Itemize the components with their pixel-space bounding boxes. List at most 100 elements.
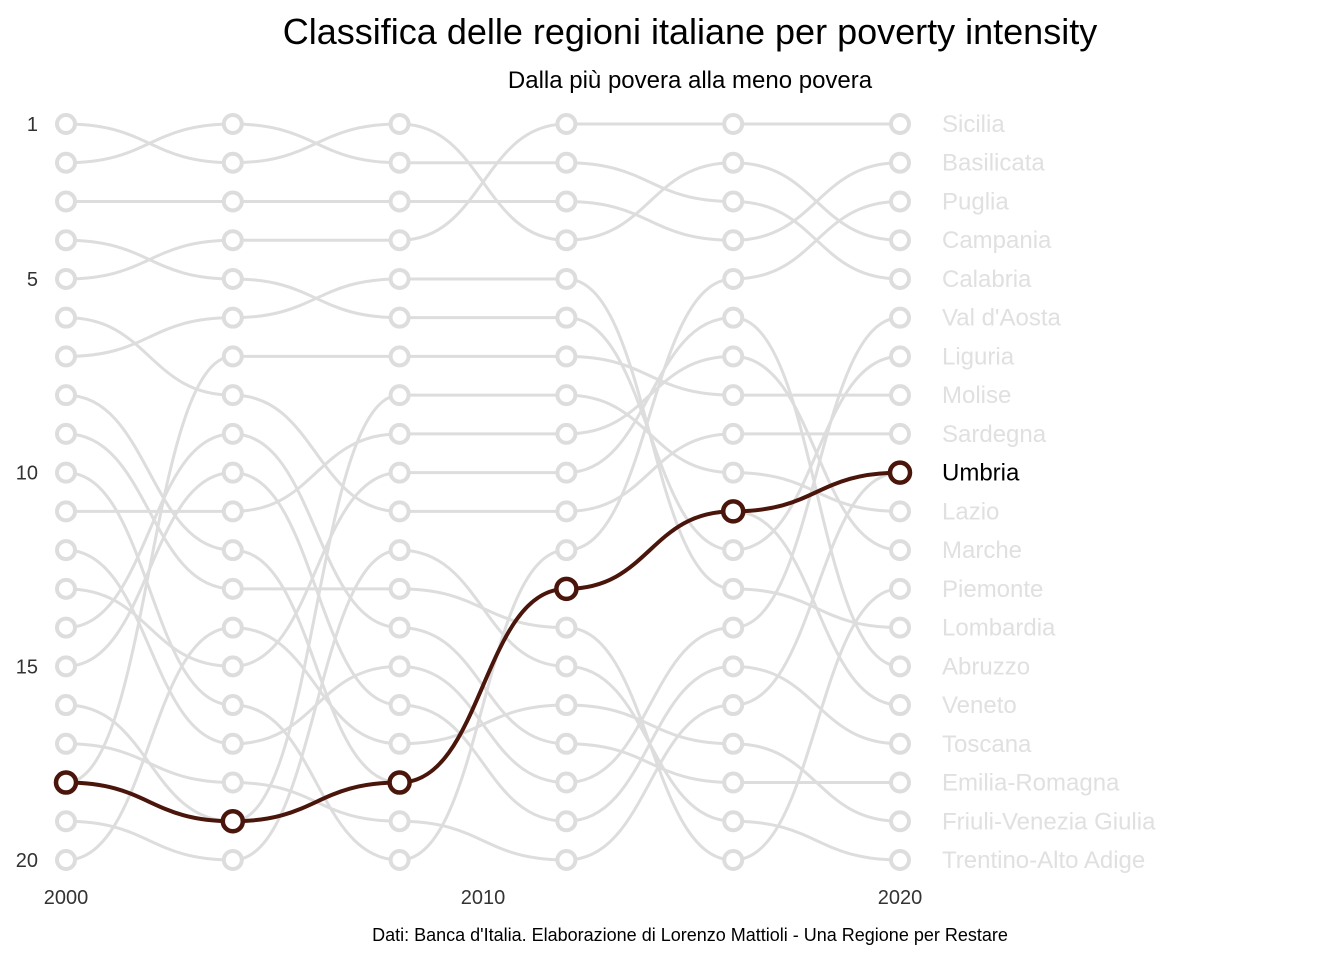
rank-point bbox=[55, 849, 77, 871]
rank-point bbox=[889, 500, 911, 523]
rank-point bbox=[722, 384, 745, 407]
rank-point bbox=[555, 849, 578, 871]
rank-point bbox=[722, 810, 745, 833]
rank-point bbox=[388, 151, 411, 174]
highlight-point bbox=[387, 770, 412, 795]
rank-line-segment bbox=[65, 819, 233, 862]
rank-point bbox=[722, 616, 745, 639]
rank-line-segment bbox=[566, 703, 734, 862]
rank-point bbox=[889, 849, 911, 871]
rank-line-segment bbox=[232, 703, 400, 862]
rank-line-segment bbox=[65, 471, 233, 707]
rank-line-segment bbox=[65, 393, 233, 552]
rank-line-segment bbox=[733, 316, 901, 630]
rank-point bbox=[555, 345, 578, 368]
rank-line-segment bbox=[399, 548, 567, 862]
rank-line-segment bbox=[399, 587, 567, 630]
region-label: Emilia-Romagna bbox=[942, 770, 1120, 797]
rank-point bbox=[221, 461, 244, 484]
region-label: Trentino-Alto Adige bbox=[942, 847, 1145, 874]
rank-point bbox=[221, 577, 244, 600]
rank-point bbox=[889, 113, 911, 135]
rank-line-segment bbox=[733, 161, 901, 242]
rank-point bbox=[55, 190, 77, 213]
region-label: Abruzzo bbox=[942, 653, 1030, 680]
region-label: Liguria bbox=[942, 343, 1015, 370]
rank-line-segment bbox=[65, 122, 233, 165]
rank-point bbox=[889, 655, 911, 678]
chart-caption: Dati: Banca d'Italia. Elaborazione di Lo… bbox=[372, 925, 1008, 945]
rank-point bbox=[221, 849, 244, 871]
rank-line-segment bbox=[65, 626, 233, 862]
rank-point bbox=[55, 151, 77, 174]
rank-point bbox=[555, 151, 578, 174]
region-label: Sicilia bbox=[942, 111, 1005, 138]
rank-line-segment bbox=[65, 354, 233, 785]
rank-point bbox=[388, 190, 411, 213]
rank-line-segment bbox=[65, 587, 233, 668]
rank-line-segment bbox=[232, 432, 400, 513]
rank-line-segment bbox=[566, 664, 734, 823]
rank-point bbox=[388, 384, 411, 407]
rank-point bbox=[55, 461, 77, 484]
rank-point bbox=[388, 267, 411, 290]
rank-line-segment bbox=[566, 742, 734, 785]
rank-line-segment bbox=[733, 199, 901, 281]
highlight-point bbox=[53, 770, 79, 795]
region-label: Sardegna bbox=[942, 421, 1047, 448]
rank-point bbox=[722, 849, 745, 871]
region-label: Marche bbox=[942, 537, 1022, 564]
x-axis: 2000 2010 2020 bbox=[44, 887, 923, 909]
rank-point bbox=[722, 151, 745, 174]
rank-point bbox=[55, 384, 77, 407]
rank-line-segment bbox=[65, 742, 233, 785]
rank-point bbox=[722, 229, 745, 252]
rank-line-segment bbox=[232, 277, 400, 320]
region-label: Puglia bbox=[942, 188, 1009, 215]
rank-point bbox=[889, 694, 911, 717]
rank-point bbox=[889, 306, 911, 329]
rank-point bbox=[55, 267, 77, 290]
rank-line-segment bbox=[733, 587, 901, 630]
rank-point bbox=[555, 616, 578, 639]
rank-point bbox=[722, 267, 745, 290]
x-tick-label: 2020 bbox=[878, 887, 923, 909]
rank-point bbox=[388, 810, 411, 833]
rank-point bbox=[55, 422, 77, 445]
rank-point bbox=[55, 229, 77, 252]
rank-line-segment bbox=[566, 316, 734, 475]
rank-lines bbox=[65, 122, 901, 862]
y-tick-label: 15 bbox=[16, 656, 38, 678]
rank-point bbox=[221, 229, 244, 252]
region-label: Campania bbox=[942, 227, 1052, 254]
rank-point bbox=[388, 732, 411, 755]
rank-point bbox=[555, 461, 578, 484]
rank-point bbox=[388, 849, 411, 871]
rank-line-segment bbox=[65, 316, 233, 397]
region-label: Basilicata bbox=[942, 150, 1045, 177]
rank-point bbox=[55, 306, 77, 329]
rank-point bbox=[55, 655, 77, 678]
rank-line-segment bbox=[232, 626, 400, 746]
region-label: Veneto bbox=[942, 692, 1017, 719]
rank-point bbox=[55, 500, 77, 523]
rank-point bbox=[55, 539, 77, 562]
rank-point bbox=[388, 229, 411, 252]
region-label: Molise bbox=[942, 382, 1011, 409]
rank-point bbox=[555, 655, 578, 678]
rank-point bbox=[722, 422, 745, 445]
rank-point bbox=[221, 616, 244, 639]
y-tick-label: 20 bbox=[16, 850, 38, 872]
rank-line-segment bbox=[232, 393, 400, 823]
rank-line-segment bbox=[232, 471, 400, 668]
rank-line-segment bbox=[232, 548, 400, 785]
rank-point bbox=[221, 190, 244, 213]
rank-point bbox=[388, 345, 411, 368]
rank-point bbox=[889, 771, 911, 794]
rank-point bbox=[555, 384, 578, 407]
x-tick-label: 2000 bbox=[44, 887, 89, 909]
rank-point bbox=[722, 113, 745, 135]
rank-point bbox=[221, 500, 244, 523]
rank-point bbox=[889, 384, 911, 407]
